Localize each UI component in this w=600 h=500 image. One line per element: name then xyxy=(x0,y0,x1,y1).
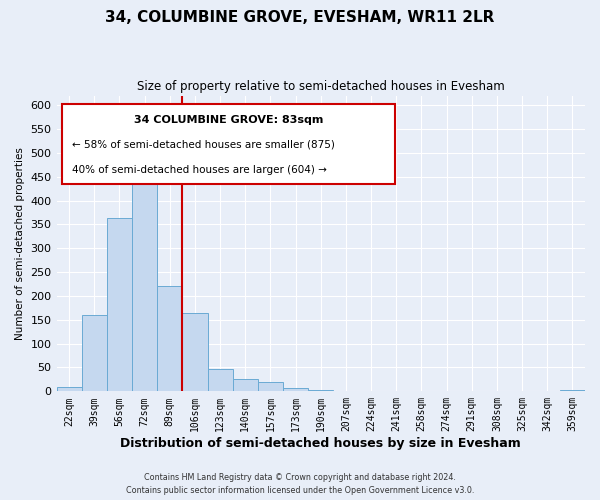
Bar xyxy=(157,286,182,392)
X-axis label: Distribution of semi-detached houses by size in Evesham: Distribution of semi-detached houses by … xyxy=(121,437,521,450)
Text: 34 COLUMBINE GROVE: 83sqm: 34 COLUMBINE GROVE: 83sqm xyxy=(134,116,323,126)
Text: Contains HM Land Registry data © Crown copyright and database right 2024.
Contai: Contains HM Land Registry data © Crown c… xyxy=(126,474,474,495)
Y-axis label: Number of semi-detached properties: Number of semi-detached properties xyxy=(15,147,25,340)
Bar xyxy=(132,156,157,392)
Title: Size of property relative to semi-detached houses in Evesham: Size of property relative to semi-detach… xyxy=(137,80,505,93)
Text: 40% of semi-detached houses are larger (604) →: 40% of semi-detached houses are larger (… xyxy=(73,165,327,175)
Text: ← 58% of semi-detached houses are smaller (875): ← 58% of semi-detached houses are smalle… xyxy=(73,140,335,149)
Bar xyxy=(56,386,82,392)
Bar xyxy=(258,382,283,392)
FancyBboxPatch shape xyxy=(62,104,395,184)
Bar xyxy=(107,218,132,392)
Bar xyxy=(182,312,208,392)
Bar xyxy=(283,388,308,392)
Bar xyxy=(560,390,585,392)
Bar xyxy=(233,380,258,392)
Bar xyxy=(308,390,334,392)
Text: 34, COLUMBINE GROVE, EVESHAM, WR11 2LR: 34, COLUMBINE GROVE, EVESHAM, WR11 2LR xyxy=(106,10,494,25)
Bar xyxy=(82,315,107,392)
Bar xyxy=(208,369,233,392)
